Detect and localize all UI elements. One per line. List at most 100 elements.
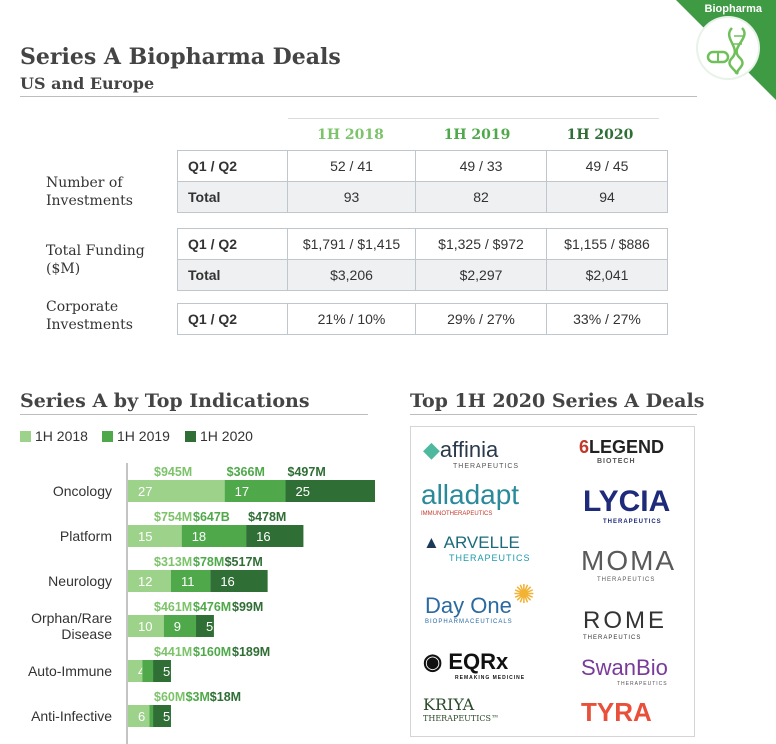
bar-value-label: 12 (138, 574, 152, 589)
category-label: Orphan/Rare (31, 610, 112, 626)
bar-segment (128, 615, 164, 637)
category-label: Disease (61, 626, 112, 642)
row-label: Q1 / Q2 (177, 303, 288, 335)
table-cell: 49 / 45 (546, 150, 668, 182)
bar-segment (163, 615, 197, 637)
bar-segment (128, 570, 171, 592)
table-cell: 33% / 27% (546, 303, 668, 335)
funding-label: $517M (225, 555, 263, 569)
page-title: Series A Biopharma Deals (20, 44, 341, 70)
table-cell: 29% / 27% (415, 303, 547, 335)
indications-chart: Oncology 27 17 25 $945M $366M $497M Platform 15 1… (28, 463, 376, 744)
table-row: Total 93 82 94 (177, 181, 668, 213)
funding-label: $78M (193, 555, 224, 569)
investments-table: Q1 / Q2 52 / 41 49 / 33 49 / 45 Total 93… (177, 150, 668, 213)
funding-label: $18M (210, 690, 241, 704)
funding-label: $189M (232, 645, 270, 659)
bar-segment (224, 480, 286, 502)
bar-value-label: 5 (163, 709, 170, 724)
sun-icon: ✺ (513, 579, 535, 609)
funding-label: $3M (186, 690, 210, 704)
table-row: Q1 / Q2 21% / 10% 29% / 27% 33% / 27% (177, 303, 668, 335)
funding-label: $441M (154, 645, 192, 659)
table-cell: $3,206 (287, 259, 416, 291)
bar-segment (128, 705, 150, 727)
funding-label: $366M (227, 465, 265, 479)
bar-segment (149, 705, 154, 727)
category-label: Platform (60, 528, 112, 544)
bar-segment (181, 525, 247, 547)
page-subtitle: US and Europe (20, 74, 155, 93)
arvelle-triangle-icon: ▲ (423, 533, 440, 552)
table-row: Total $3,206 $2,297 $2,041 (177, 259, 668, 291)
logo-swanbio: SwanBio THERAPEUTICS (581, 655, 668, 687)
group-label-investments: Number of Investments (46, 175, 133, 209)
funding-label: $313M (154, 555, 192, 569)
group-label-funding: Total Funding ($M) (46, 243, 145, 277)
chart-title-rule (20, 414, 368, 415)
logo-affinia: ◆affinia THERAPEUTICS (423, 437, 520, 470)
funding-label: $945M (154, 465, 192, 479)
legend-label-2020: 1H 2020 (200, 428, 253, 444)
table-cell: 94 (546, 181, 668, 213)
legend-label-2019: 1H 2019 (117, 428, 170, 444)
chart-title: Series A by Top Indications (20, 390, 310, 412)
legend-loop-icon: 6 (579, 437, 590, 457)
deals-title: Top 1H 2020 Series A Deals (410, 390, 705, 412)
legend-item-2020: 1H 2020 (185, 428, 253, 444)
corner-label: Biopharma (704, 3, 762, 15)
logo-lycia: LYCIA THERAPEUTICS (583, 485, 671, 525)
legend-swatch-2020 (185, 430, 196, 442)
bar-segment (170, 570, 211, 592)
bar-segment (153, 705, 171, 727)
legend-swatch-2018 (20, 430, 31, 442)
category-label: Auto-Immune (28, 663, 112, 679)
table-cell: 52 / 41 (287, 150, 416, 182)
funding-label: $476M (193, 600, 231, 614)
logo-arvelle: ▲ ARVELLE THERAPEUTICS (423, 533, 531, 563)
bar-value-label: 5 (206, 619, 213, 634)
bar-segment (128, 525, 182, 547)
bar-value-label: 25 (296, 484, 310, 499)
logo-alladapt: alladapt IMMUNOTHERAPEUTICS (421, 479, 520, 517)
funding-label: $99M (232, 600, 263, 614)
year-header-2020: 1H 2020 (566, 127, 634, 143)
bar-value-label: 15 (138, 529, 152, 544)
logo-day-one: ✺ Day One BIOPHARMACEUTICALS (425, 579, 535, 625)
bar-segment (153, 660, 171, 682)
table-cell: 82 (415, 181, 547, 213)
bar-value-label: 10 (138, 619, 152, 634)
bar-value-label: 18 (192, 529, 206, 544)
year-header-2018: 1H 2018 (317, 127, 384, 143)
table-cell: $2,041 (546, 259, 668, 291)
title-divider (20, 96, 697, 97)
bar-segment (210, 570, 268, 592)
bar-segment (142, 660, 154, 682)
logo-moma: MOMA THERAPEUTICS (581, 545, 677, 583)
funding-label: $647B (193, 510, 230, 524)
table-row: Q1 / Q2 $1,791 / $1,415 $1,325 / $972 $1… (177, 228, 668, 260)
funding-table: Q1 / Q2 $1,791 / $1,415 $1,325 / $972 $1… (177, 228, 668, 291)
row-label: Q1 / Q2 (177, 228, 288, 260)
logo-rome: ROME THERAPEUTICS (583, 607, 667, 641)
row-label: Total (177, 259, 288, 291)
funding-label: $478M (248, 510, 286, 524)
funding-label: $754M (154, 510, 192, 524)
legend-label-2018: 1H 2018 (35, 428, 88, 444)
table-cell: 49 / 33 (415, 150, 547, 182)
category-label: Oncology (53, 483, 112, 499)
eqrx-q-icon: ◉ (423, 649, 443, 674)
bar-segment (196, 615, 214, 637)
funding-label: $461M (154, 600, 192, 614)
bar-value-label: 16 (256, 529, 270, 544)
funding-label: $160M (193, 645, 231, 659)
table-row: Q1 / Q2 52 / 41 49 / 33 49 / 45 (177, 150, 668, 182)
bar-segment (246, 525, 304, 547)
bar-value-label: 17 (235, 484, 249, 499)
row-label: Q1 / Q2 (177, 150, 288, 182)
year-header-2019: 1H 2019 (443, 127, 511, 143)
bar-value-label: 16 (220, 574, 234, 589)
bar-value-label: 4 (138, 664, 145, 679)
logo-tyra: TYRA (581, 697, 652, 727)
bar-segment (285, 480, 376, 502)
